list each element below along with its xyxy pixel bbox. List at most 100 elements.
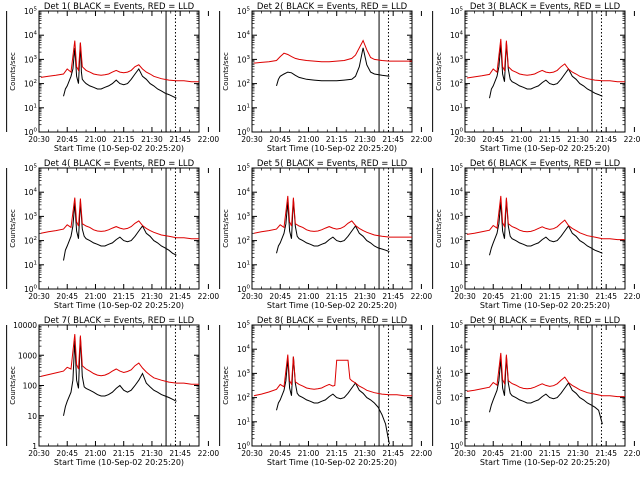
series-lld-line — [40, 334, 199, 385]
y-tick-label: 104 — [24, 188, 38, 198]
series-events-line — [276, 356, 390, 445]
x-tick-label: 20:30 — [28, 135, 50, 144]
y-axis-label: Counts/sec — [9, 366, 17, 405]
y-axis-label: Counts/sec — [435, 209, 443, 248]
panel-title: Det 6( BLACK = Events, RED = LLD — [470, 159, 621, 169]
y-axis-label: Counts/sec — [9, 209, 17, 248]
y-tick-label: 103 — [450, 212, 464, 222]
x-tick-label: 21:30 — [141, 292, 163, 301]
x-axis-label: Start Time (10-Sep-02 20:25:20) — [267, 458, 397, 467]
series-events-line — [63, 201, 177, 261]
series-events-line — [276, 199, 390, 254]
y-tick-label: 102 — [24, 236, 37, 246]
x-tick-label: 21:00 — [511, 449, 533, 458]
y-tick-label: 101 — [24, 260, 37, 270]
y-tick-label: 100 — [23, 382, 38, 391]
plot-frame — [38, 167, 200, 290]
x-tick-label: 21:30 — [354, 292, 376, 301]
y-tick-label: 105 — [450, 164, 464, 174]
y-tick-label: 103 — [450, 369, 464, 379]
x-tick-label: 20:45 — [269, 449, 291, 458]
series-events-line — [63, 336, 177, 416]
x-tick-label: 22:00 — [411, 135, 433, 144]
x-tick-label: 20:45 — [56, 135, 78, 144]
y-tick-label: 100 — [450, 442, 464, 452]
series-lld-line — [466, 352, 625, 398]
series-lld-line — [253, 39, 412, 64]
x-tick-label: 22:00 — [411, 292, 433, 301]
x-tick-label: 22:00 — [198, 292, 220, 301]
y-axis-label: Counts/sec — [9, 52, 17, 91]
panel-title: Det 7( BLACK = Events, RED = LLD — [44, 316, 195, 326]
plot-frame — [464, 324, 626, 447]
y-tick-label: 100 — [24, 128, 38, 138]
y-tick-label: 10000 — [13, 321, 37, 330]
x-tick-label: 21:00 — [85, 135, 107, 144]
detector-panel-8: Det 8( BLACK = Events, RED = LLD 100 101 10… — [219, 316, 432, 467]
series-events-line — [489, 199, 603, 256]
panel-title: Det 2( BLACK = Events, RED = LLD — [257, 2, 408, 12]
panel-title: Det 1( BLACK = Events, RED = LLD — [44, 2, 195, 12]
y-tick-label: 105 — [24, 7, 38, 17]
y-tick-label: 104 — [450, 31, 464, 41]
y-tick-label: 104 — [237, 31, 251, 41]
x-axis-label: Start Time (10-Sep-02 20:25:20) — [54, 458, 184, 467]
y-tick-label: 103 — [24, 212, 38, 222]
y-tick-label: 104 — [237, 345, 251, 355]
x-axis-label: Start Time (10-Sep-02 20:25:20) — [267, 144, 397, 153]
y-tick-label: 105 — [450, 7, 464, 17]
y-tick-label: 102 — [450, 236, 463, 246]
y-tick-label: 102 — [24, 79, 37, 89]
x-tick-label: 21:15 — [539, 135, 561, 144]
y-tick-label: 103 — [237, 212, 251, 222]
x-tick-label: 22:00 — [624, 292, 640, 301]
x-tick-label: 21:45 — [382, 135, 404, 144]
x-axis-label: Start Time (10-Sep-02 20:25:20) — [54, 301, 184, 310]
series-events-line — [276, 47, 390, 87]
y-tick-label: 103 — [24, 55, 38, 65]
series-lld-line — [253, 354, 412, 397]
x-tick-label: 20:45 — [56, 449, 78, 458]
x-tick-label: 21:45 — [595, 292, 617, 301]
x-tick-label: 20:30 — [241, 449, 263, 458]
x-tick-label: 20:30 — [454, 292, 476, 301]
series-events-line — [489, 42, 603, 99]
series-lld-line — [253, 195, 412, 238]
series-events-line — [63, 42, 177, 99]
y-tick-label: 102 — [450, 393, 463, 403]
y-tick-label: 104 — [450, 345, 464, 355]
x-tick-label: 21:15 — [113, 135, 135, 144]
y-tick-label: 101 — [450, 103, 463, 113]
x-tick-label: 22:00 — [624, 135, 640, 144]
x-tick-label: 21:00 — [511, 292, 533, 301]
x-tick-label: 21:15 — [326, 292, 348, 301]
y-tick-label: 101 — [450, 417, 463, 427]
x-tick-label: 21:45 — [595, 135, 617, 144]
x-tick-label: 21:15 — [539, 449, 561, 458]
detector-panel-3: Det 3( BLACK = Events, RED = LLD 100 101 10… — [432, 2, 640, 153]
x-tick-label: 21:15 — [326, 135, 348, 144]
y-tick-label: 101 — [450, 260, 463, 270]
x-tick-label: 21:45 — [595, 449, 617, 458]
detector-panel-9: Det 9( BLACK = Events, RED = LLD 100 101 10… — [432, 316, 640, 467]
y-tick-label: 102 — [237, 393, 250, 403]
x-tick-label: 21:30 — [567, 135, 589, 144]
y-axis-label: Counts/sec — [222, 209, 230, 248]
y-tick-label: 100 — [24, 285, 38, 295]
x-tick-label: 22:00 — [198, 135, 220, 144]
x-axis-label: Start Time (10-Sep-02 20:25:20) — [267, 301, 397, 310]
x-tick-label: 21:30 — [354, 449, 376, 458]
y-tick-label: 101 — [237, 103, 250, 113]
y-tick-label: 105 — [237, 164, 251, 174]
x-axis-label: Start Time (10-Sep-02 20:25:20) — [480, 301, 610, 310]
x-tick-label: 22:00 — [624, 449, 640, 458]
x-tick-label: 21:30 — [141, 135, 163, 144]
x-tick-label: 21:30 — [567, 449, 589, 458]
plot-frame — [38, 10, 200, 133]
detector-panel-1: Det 1( BLACK = Events, RED = LLD 100 101 10… — [6, 2, 220, 153]
panel-title: Det 5( BLACK = Events, RED = LLD — [257, 159, 408, 169]
panel-title: Det 9( BLACK = Events, RED = LLD — [470, 316, 621, 326]
detector-panel-5: Det 5( BLACK = Events, RED = LLD 100 101 10… — [219, 159, 433, 310]
y-tick-label: 101 — [24, 103, 37, 113]
y-axis-label: Counts/sec — [435, 366, 443, 405]
